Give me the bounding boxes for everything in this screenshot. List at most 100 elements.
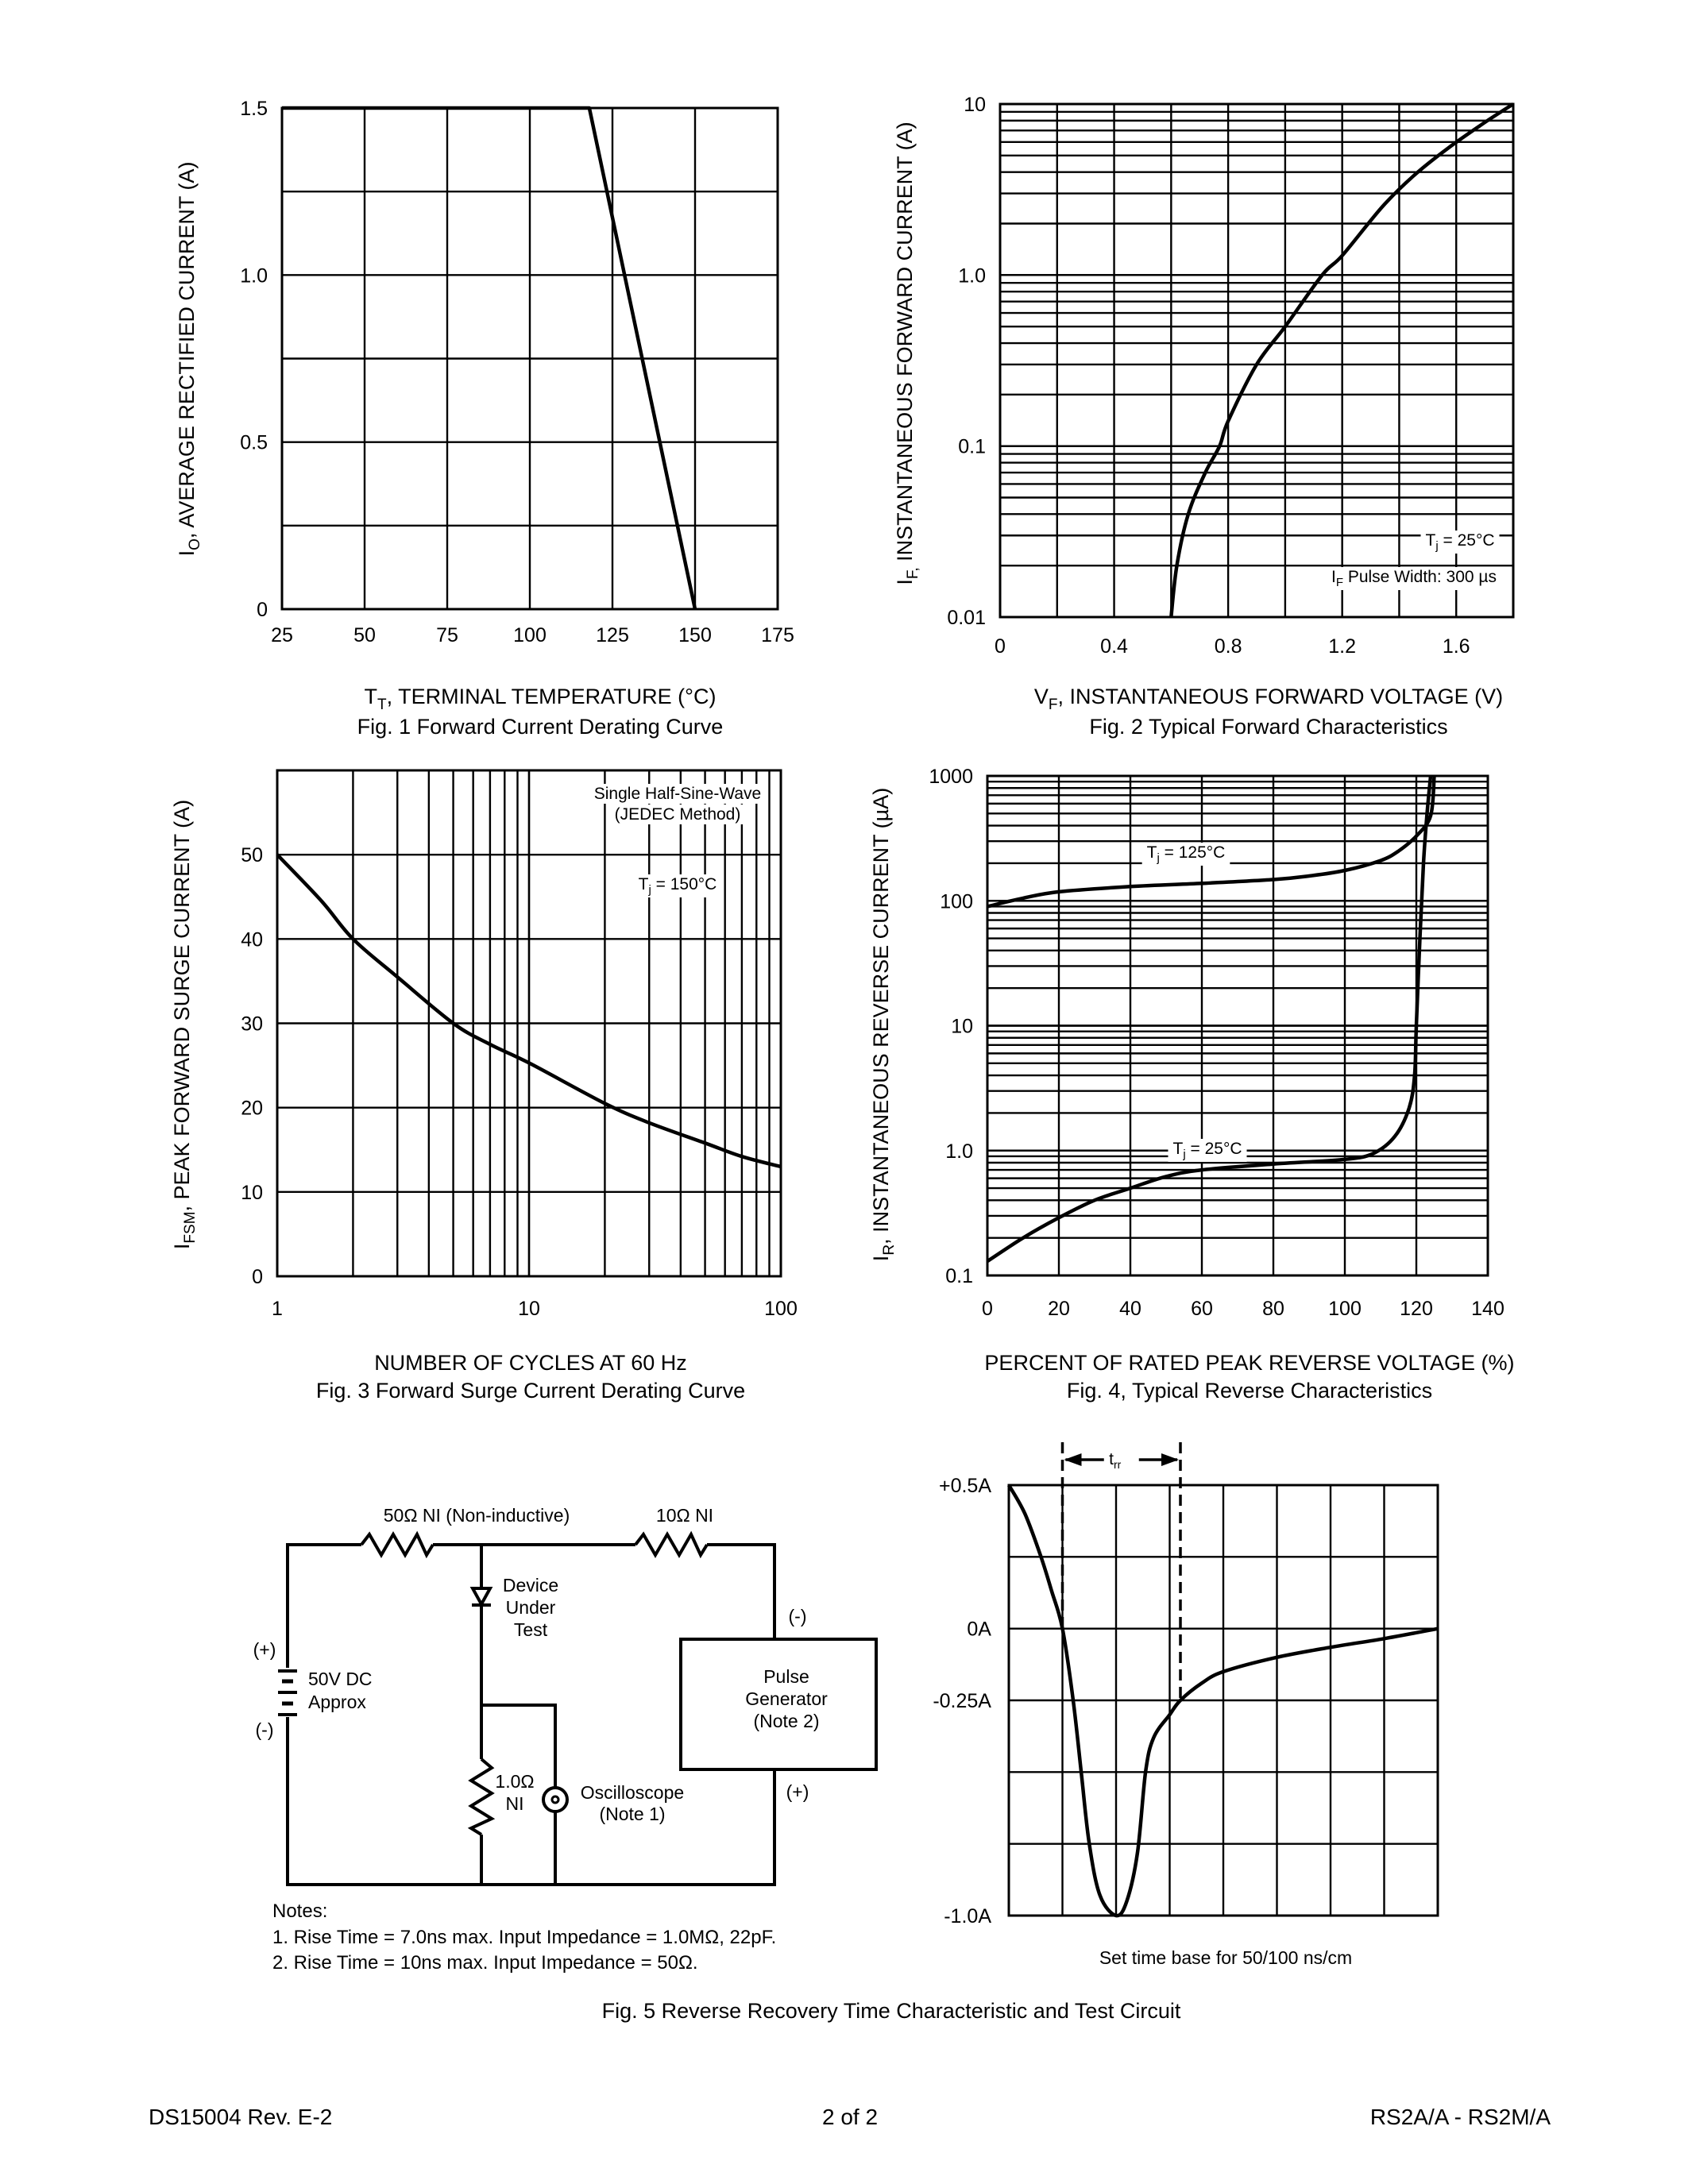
x-tick-label: 125 xyxy=(596,624,629,646)
chart-annotation: Tj = 25°C xyxy=(1172,1140,1242,1161)
pulse-generator-label: Pulse Generator (Note 2) xyxy=(745,1666,828,1731)
notes: Notes: 1. Rise Time = 7.0ns max. Input Im… xyxy=(272,1900,776,1974)
fig3-labels: IFSM, PEAK FORWARD SURGE CURRENT (A) NUM… xyxy=(170,800,745,1403)
battery-minus-label: (-) xyxy=(256,1719,274,1740)
x-tick-label: 0 xyxy=(982,1298,993,1320)
plot-frame xyxy=(999,102,1515,619)
fig1-caption: Fig. 1 Forward Current Derating Curve xyxy=(357,715,724,739)
x-tick-label: 1 xyxy=(272,1298,283,1320)
chart-annotation: Tj = 125°C xyxy=(1147,843,1226,865)
series-line-1 xyxy=(987,775,1436,909)
x-tick-label: 100 xyxy=(764,1298,798,1320)
y-tick-label: 50 xyxy=(241,844,263,866)
circuit-wires xyxy=(286,1543,776,1886)
fig2-ylabel: IF, INSTANTANEOUS FORWARD CURRENT (A) xyxy=(893,122,921,585)
arrowhead-left-icon xyxy=(1064,1453,1082,1466)
footer-doc-id: DS15004 Rev. E-2 xyxy=(149,2105,332,2129)
fig2-caption: Fig. 2 Typical Forward Characteristics xyxy=(1089,715,1447,739)
fig5-grid xyxy=(1007,1484,1439,1917)
footer-page-number: 2 of 2 xyxy=(822,2105,878,2129)
trr-label: trr xyxy=(1109,1450,1122,1471)
chart-annotation: IF Pulse Width: 300 µs xyxy=(1331,568,1497,589)
annotation-background xyxy=(1326,567,1502,590)
footer-part-number: RS2A/A - RS2M/A xyxy=(1370,2105,1551,2129)
dut-label: Device Under Test xyxy=(503,1575,558,1640)
y-tick-label: 0.1 xyxy=(958,436,986,458)
y-tick-label: 1.5 xyxy=(240,98,268,120)
annotation-background xyxy=(633,874,722,897)
diode-icon xyxy=(469,1587,493,1608)
fig4-grid xyxy=(986,774,1489,1277)
y-tick-label: 10 xyxy=(964,94,986,116)
chart-annotation: Tj = 150°C xyxy=(639,875,717,897)
y-tick-label: 10 xyxy=(951,1016,973,1038)
x-tick-label: 140 xyxy=(1471,1298,1505,1320)
y-tick-label: -1.0A xyxy=(944,1905,991,1927)
x-tick-label: 75 xyxy=(436,624,458,646)
x-tick-label: 120 xyxy=(1400,1298,1433,1320)
x-tick-label: 100 xyxy=(513,624,547,646)
fig1-xlabel: TT, TERMINAL TEMPERATURE (°C) xyxy=(365,685,717,713)
fig5-xlabel: Set time base for 50/100 ns/cm xyxy=(1099,1947,1352,1968)
x-tick-label: 100 xyxy=(1328,1298,1362,1320)
chart-annotation: Tj = 25°C xyxy=(1425,531,1494,553)
x-tick-label: 25 xyxy=(271,624,293,646)
y-tick-label: 0 xyxy=(257,599,268,621)
fig5-chart: +0.5A 0A -0.25A -1.0A trr xyxy=(933,1442,1439,1927)
fig5-labels: Set time base for 50/100 ns/cm Fig. 5 Re… xyxy=(602,1947,1353,2023)
y-tick-label: 0A xyxy=(967,1619,991,1641)
resistor-10ohm-icon xyxy=(634,1530,709,1559)
y-tick-label: +0.5A xyxy=(939,1475,991,1497)
plot-frame xyxy=(986,774,1489,1277)
fig1-ylabel: IO, AVERAGE RECTIFIED CURRENT (A) xyxy=(175,162,203,557)
y-tick-label: -0.25A xyxy=(933,1690,991,1712)
battery-plus-label: (+) xyxy=(253,1639,276,1660)
fig2-labels: IF, INSTANTANEOUS FORWARD CURRENT (A) VF… xyxy=(893,122,1503,739)
fig3-chart: 1 10 100 0 10 20 30 40 50 Single Half-Sine-Wave (J… xyxy=(241,769,798,1320)
arrowhead-right-icon xyxy=(1161,1453,1179,1466)
fig2-xlabel: VF, INSTANTANEOUS FORWARD VOLTAGE (V) xyxy=(1034,685,1503,713)
chart-annotation: (JEDEC Method) xyxy=(615,805,741,824)
fig1-chart: 25 50 75 100 125 150 175 0 0.5 1.0 1.5 xyxy=(240,98,794,646)
annotation-background xyxy=(1168,1139,1247,1162)
y-tick-label: 0.1 xyxy=(945,1265,973,1287)
plot-frame xyxy=(276,769,782,1278)
resistor-50ohm-icon xyxy=(360,1530,435,1559)
x-tick-label: 0 xyxy=(995,635,1006,658)
fig1-grid xyxy=(280,106,779,611)
chart-annotation: Single Half-Sine-Wave xyxy=(594,785,761,803)
oscilloscope-connector-icon xyxy=(542,1786,569,1813)
y-tick-label: 10 xyxy=(241,1182,263,1204)
annotation-background xyxy=(589,784,767,804)
y-tick-label: 1.0 xyxy=(945,1140,973,1163)
r10-label: 10Ω NI xyxy=(656,1505,713,1526)
series-line-1 xyxy=(282,106,697,610)
generator-minus-label: (-) xyxy=(789,1606,807,1626)
r1-label: 1.0Ω NI xyxy=(495,1771,534,1814)
y-tick-label: 0.5 xyxy=(240,432,268,454)
generator-plus-label: (+) xyxy=(786,1781,809,1802)
fig4-labels: IR, INSTANTANEOUS REVERSE CURRENT (µA) P… xyxy=(869,788,1515,1403)
resistor-1ohm-icon xyxy=(467,1758,496,1836)
x-tick-label: 10 xyxy=(518,1298,540,1320)
x-tick-label: 175 xyxy=(761,624,794,646)
fig4-chart: 0 20 40 60 80 100 120 140 0.1 1.0 10 100 1000 Tj = 12… xyxy=(929,766,1504,1320)
y-tick-label: 1.0 xyxy=(240,264,268,287)
x-tick-label: 40 xyxy=(1119,1298,1141,1320)
fig4-ylabel: IR, INSTANTANEOUS REVERSE CURRENT (µA) xyxy=(869,788,898,1261)
fig3-xlabel: NUMBER OF CYCLES AT 60 Hz xyxy=(374,1351,687,1375)
series-line-1 xyxy=(1169,102,1515,618)
x-tick-label: 150 xyxy=(678,624,712,646)
plot-frame xyxy=(1007,1484,1439,1917)
x-tick-label: 50 xyxy=(353,624,376,646)
x-tick-label: 1.2 xyxy=(1328,635,1356,658)
y-tick-label: 20 xyxy=(241,1098,263,1120)
pulse-generator-box xyxy=(679,1638,878,1771)
fig2-chart: 0 0.4 0.8 1.2 1.6 0.01 0.1 1.0 10 Tj = 25°C IF Pul… xyxy=(947,94,1515,658)
fig3-caption: Fig. 3 Forward Surge Current Derating Cu… xyxy=(316,1379,745,1403)
y-tick-label: 1.0 xyxy=(958,264,986,287)
page-footer: DS15004 Rev. E-2 2 of 2 RS2A/A - RS2M/A xyxy=(149,2105,1551,2129)
battery-label: 50V DC Approx xyxy=(308,1669,373,1712)
